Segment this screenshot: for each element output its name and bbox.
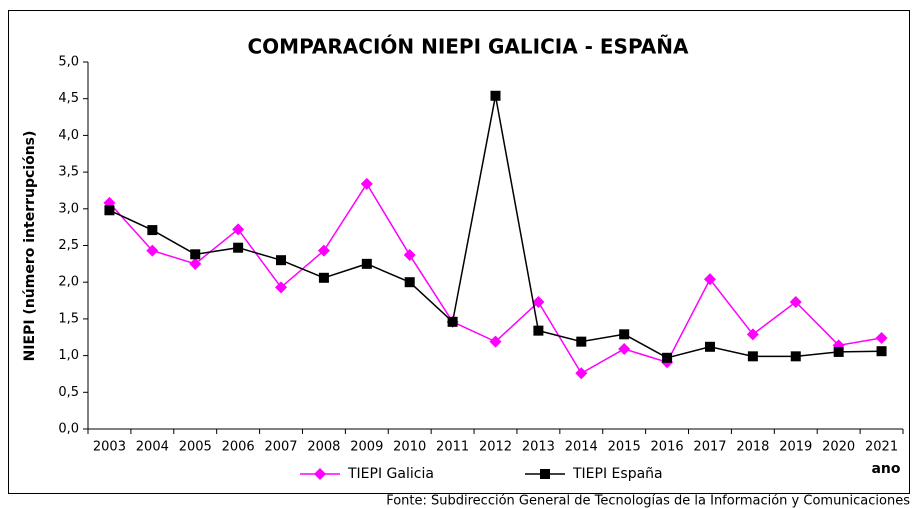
x-tick-label: 2010 [393,440,426,455]
data-point [232,223,245,236]
data-point [147,225,158,236]
data-point [490,90,501,101]
x-tick-label: 2003 [93,440,126,455]
data-point [876,346,887,357]
x-tick-label: 2019 [779,440,812,455]
data-point [746,328,759,341]
data-point [276,255,287,266]
x-tick-label: 2015 [608,440,641,455]
data-point [833,346,844,357]
chart-frame [8,10,910,494]
data-point [189,257,202,270]
data-point [403,249,416,262]
x-tick-label: 2016 [651,440,684,455]
data-point [318,272,329,283]
y-tick-label: 2,0 [58,275,79,290]
y-tick-label: 4,0 [58,128,79,143]
data-point [275,281,288,294]
x-tick-label: 2007 [264,440,297,455]
legend-marker [540,469,550,479]
data-point [489,335,502,348]
data-point [233,242,244,253]
data-point [532,296,545,309]
x-tick-label: 2012 [479,440,512,455]
x-tick-label: 2006 [222,440,255,455]
y-tick-label: 2,5 [58,238,79,253]
y-tick-label: 0,5 [58,385,79,400]
data-point [789,296,802,309]
data-point [404,277,415,288]
data-point [190,249,201,260]
data-point [317,244,330,257]
x-tick-label: 2014 [565,440,598,455]
x-tick-label: 2009 [350,440,383,455]
data-point [875,331,888,344]
y-tick-label: 5,0 [58,55,79,70]
legend-label: TIEPI Galicia [347,466,434,482]
y-tick-label: 1,0 [58,348,79,363]
data-point [146,244,159,257]
x-tick-label: 2018 [736,440,769,455]
x-tick-label: 2020 [822,440,855,455]
y-tick-label: 3,0 [58,201,79,216]
data-point [104,205,115,216]
y-tick-label: 4,5 [58,91,79,106]
x-tick-label: 2021 [865,440,898,455]
y-tick-label: 1,5 [58,311,79,326]
data-point [619,329,630,340]
data-point [533,325,544,336]
data-point [790,351,801,362]
data-point [447,316,458,327]
legend-label: TIEPI España [572,466,663,482]
y-tick-label: 0,0 [58,422,79,437]
data-point [662,352,673,363]
y-axis-label: NIEPI (número interrupcións) [22,131,38,362]
x-tick-label: 2011 [436,440,469,455]
data-point [747,351,758,362]
x-axis-label: ano [871,461,900,477]
data-point [618,342,631,355]
source-note: Fonte: Subdirección General de Tecnologí… [386,494,910,508]
data-point [575,367,588,380]
chart-title: COMPARACIÓN NIEPI GALICIA - ESPAÑA [248,35,689,59]
y-tick-label: 3,5 [58,165,79,180]
x-tick-label: 2004 [136,440,169,455]
x-tick-label: 2017 [693,440,726,455]
x-tick-label: 2008 [307,440,340,455]
data-point [703,273,716,286]
legend-marker [314,468,326,480]
x-tick-label: 2013 [522,440,555,455]
x-tick-label: 2005 [179,440,212,455]
data-point [576,336,587,347]
data-point [360,177,373,190]
data-point [361,258,372,269]
data-point [704,341,715,352]
